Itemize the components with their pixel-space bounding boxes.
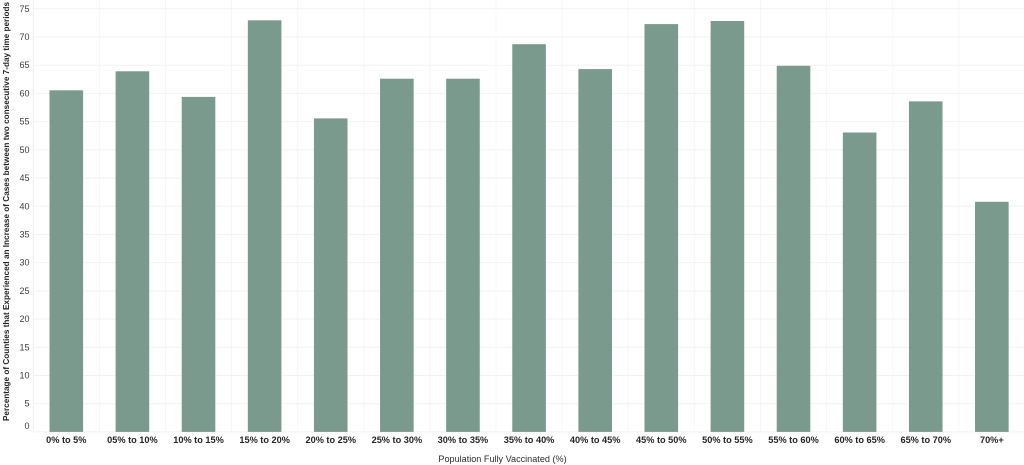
svg-text:0% to 5%: 0% to 5%	[46, 435, 86, 445]
svg-text:20% to 25%: 20% to 25%	[305, 435, 356, 445]
svg-text:30% to 35%: 30% to 35%	[438, 435, 489, 445]
svg-text:55% to 60%: 55% to 60%	[768, 435, 819, 445]
svg-text:60: 60	[19, 88, 29, 98]
svg-text:05% to 10%: 05% to 10%	[107, 435, 158, 445]
svg-text:Percentage of Counties that Ex: Percentage of Counties that Experienced …	[2, 2, 11, 422]
svg-text:25: 25	[19, 286, 29, 296]
svg-text:5: 5	[24, 399, 29, 409]
svg-text:65: 65	[19, 60, 29, 70]
svg-text:45% to 50%: 45% to 50%	[636, 435, 687, 445]
svg-text:70%+: 70%+	[980, 435, 1004, 445]
svg-text:40: 40	[19, 201, 29, 211]
svg-text:50: 50	[19, 145, 29, 155]
svg-text:45: 45	[19, 173, 29, 183]
svg-text:60% to 65%: 60% to 65%	[834, 435, 885, 445]
svg-text:65% to 70%: 65% to 70%	[900, 435, 951, 445]
svg-text:70: 70	[19, 32, 29, 42]
svg-text:0: 0	[24, 421, 29, 431]
svg-text:40% to 45%: 40% to 45%	[570, 435, 621, 445]
svg-text:Population Fully Vaccinated (%: Population Fully Vaccinated (%)	[438, 454, 566, 464]
svg-text:15: 15	[19, 342, 29, 352]
svg-text:30: 30	[19, 258, 29, 268]
svg-text:35: 35	[19, 229, 29, 239]
svg-text:20: 20	[19, 314, 29, 324]
svg-text:10% to 15%: 10% to 15%	[173, 435, 224, 445]
svg-text:15% to 20%: 15% to 20%	[239, 435, 290, 445]
svg-text:10: 10	[19, 370, 29, 380]
svg-text:55: 55	[19, 117, 29, 127]
svg-text:50% to 55%: 50% to 55%	[702, 435, 753, 445]
svg-text:25% to 30%: 25% to 30%	[372, 435, 423, 445]
svg-text:75: 75	[19, 4, 29, 14]
svg-text:35% to 40%: 35% to 40%	[504, 435, 555, 445]
